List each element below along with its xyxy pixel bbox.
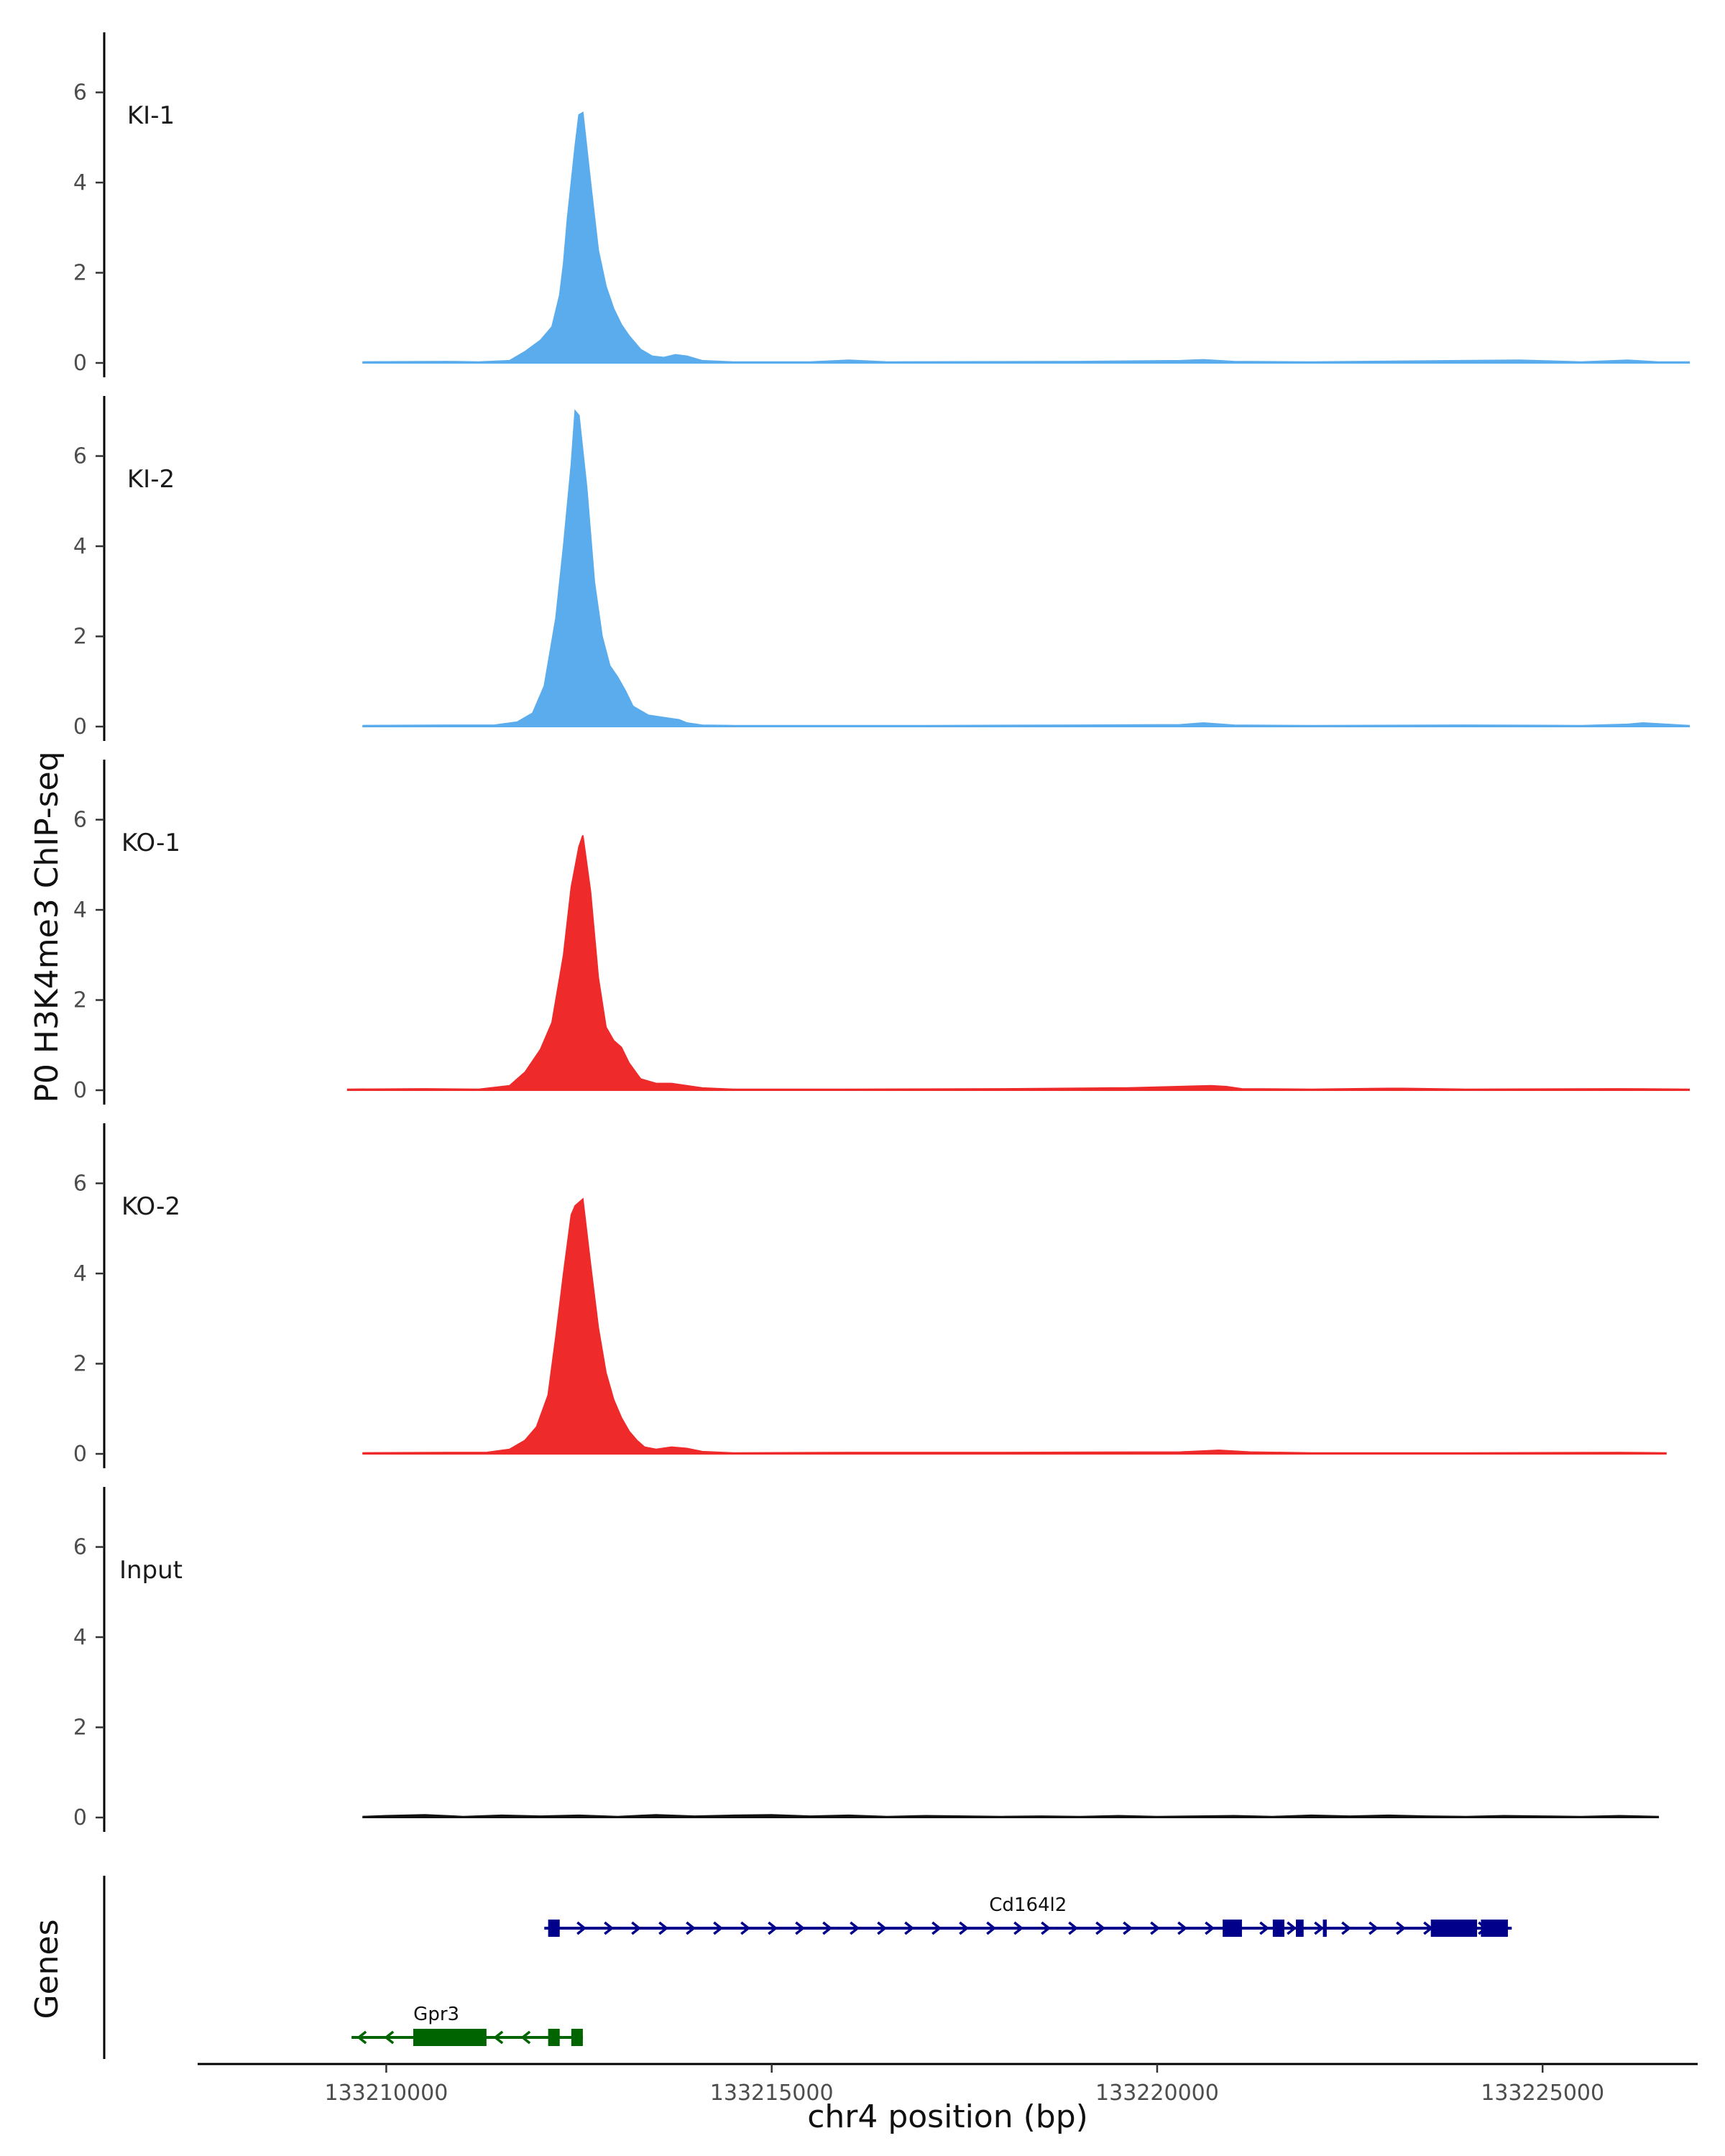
y-tick-label: 6 — [73, 1171, 87, 1197]
strand-chevron — [904, 1921, 915, 1935]
x-axis-title: chr4 position (bp) — [807, 2099, 1088, 2135]
strand-chevron — [1150, 1921, 1161, 1935]
gene-exon — [571, 2029, 583, 2046]
y-tick-label: 6 — [73, 1535, 87, 1560]
y-tick-label: 4 — [73, 1261, 87, 1286]
y-tick-label: 2 — [73, 1352, 87, 1377]
strand-chevron — [1205, 1921, 1215, 1935]
signal-area-ko-1 — [346, 835, 1690, 1091]
gene-exon — [413, 2029, 487, 2046]
track-label: KI-2 — [127, 465, 175, 494]
signal-area-input — [362, 1814, 1660, 1818]
strand-chevron — [686, 1921, 696, 1935]
strand-chevron — [1396, 1921, 1407, 1935]
strand-chevron — [850, 1921, 860, 1935]
y-tick-label: 6 — [73, 808, 87, 833]
strand-chevron — [658, 1921, 669, 1935]
strand-chevron — [493, 2030, 504, 2045]
strand-chevron — [1041, 1921, 1052, 1935]
y-tick-label: 4 — [73, 1625, 87, 1650]
gene-exon — [1322, 1920, 1327, 1937]
strand-chevron — [1068, 1921, 1079, 1935]
y-tick-label: 6 — [73, 80, 87, 106]
genes-track: Cd164l2 Gpr3 — [103, 1876, 1512, 2059]
gene-exon — [548, 2029, 560, 2046]
y-tick-label: 0 — [73, 1442, 87, 1467]
strand-chevron — [768, 1921, 778, 1935]
strand-chevron — [959, 1921, 970, 1935]
y-tick-label: 2 — [73, 1715, 87, 1741]
y-tick-label: 4 — [73, 534, 87, 559]
gene-exon — [1272, 1920, 1284, 1937]
strand-chevron — [795, 1921, 806, 1935]
strand-chevron — [1123, 1921, 1133, 1935]
y-tick-label: 0 — [73, 714, 87, 740]
gene-exon — [1296, 1920, 1304, 1937]
x-tick-label: 133215000 — [710, 2081, 834, 2106]
strand-chevron — [1287, 1921, 1297, 1935]
genes-track-title: Genes — [29, 1919, 65, 2019]
strand-chevron — [1314, 1921, 1325, 1935]
track-label: KO-2 — [121, 1192, 180, 1221]
track-label: KI-1 — [127, 101, 175, 130]
track-ko-2: 0 2 4 6 KO-2 — [73, 1123, 1667, 1468]
strand-chevron — [1259, 1921, 1270, 1935]
signal-area-ki-2 — [362, 409, 1690, 727]
y-tick-label: 0 — [73, 1805, 87, 1830]
gene-gpr3: Gpr3 — [351, 2004, 583, 2046]
gene-exon — [1223, 1920, 1242, 1937]
y-tick-label: 4 — [73, 898, 87, 923]
strand-chevron — [631, 1921, 642, 1935]
track-input: 0 2 4 6 Input — [73, 1487, 1660, 1832]
strand-chevron — [822, 1921, 833, 1935]
strand-chevron — [1095, 1921, 1106, 1935]
gene-name-label: Gpr3 — [413, 2004, 459, 2025]
strand-chevron — [932, 1921, 942, 1935]
track-ko-1: 0 2 4 6 KO-1 — [73, 760, 1690, 1105]
gene-exon — [1481, 1920, 1508, 1937]
signal-area-ki-1 — [362, 111, 1690, 364]
strand-chevron — [1013, 1921, 1024, 1935]
strand-chevron — [576, 1921, 587, 1935]
track-label: KO-1 — [121, 829, 180, 857]
y-tick-label: 2 — [73, 261, 87, 286]
y-tick-label: 0 — [73, 351, 87, 376]
strand-chevron — [1177, 1921, 1188, 1935]
strand-chevron — [384, 2030, 395, 2045]
track-ki-1: 0 2 4 6 KI-1 — [73, 32, 1690, 377]
x-tick-label: 133225000 — [1481, 2081, 1604, 2106]
x-tick-label: 133220000 — [1095, 2081, 1219, 2106]
strand-chevron — [604, 1921, 615, 1935]
gene-name-label: Cd164l2 — [989, 1894, 1067, 1916]
y-tick-label: 0 — [73, 1078, 87, 1103]
gene-exon — [1430, 1920, 1478, 1937]
strand-chevron — [520, 2030, 531, 2045]
y-tick-label: 6 — [73, 444, 87, 469]
signal-area-ko-2 — [362, 1197, 1667, 1455]
y-tick-label: 4 — [73, 170, 87, 195]
strand-chevron — [1368, 1921, 1379, 1935]
track-ki-2: 0 2 4 6 KI-2 — [73, 396, 1690, 741]
y-axis-title: P0 H3K4me3 ChIP-seq — [29, 751, 65, 1102]
signal-tracks: 0 2 4 6 KI-1 0 2 4 6 KI-2 0 2 4 6 KO-1 0 2 4 6 KO-2 0 2 4 6 Inpu… — [73, 32, 1690, 1832]
strand-chevron — [877, 1921, 888, 1935]
strand-chevron — [1341, 1921, 1352, 1935]
track-label: Input — [119, 1556, 183, 1585]
strand-chevron — [356, 2030, 367, 2045]
y-tick-label: 2 — [73, 988, 87, 1013]
strand-chevron — [986, 1921, 997, 1935]
x-axis: 133210000 133215000 133220000 133225000 — [198, 2063, 1698, 2106]
gene-exon — [548, 1920, 560, 1937]
strand-chevron — [740, 1921, 751, 1935]
x-tick-label: 133210000 — [325, 2081, 448, 2106]
gene-cd164l2: Cd164l2 — [544, 1894, 1512, 1937]
y-tick-label: 2 — [73, 625, 87, 650]
strand-chevron — [713, 1921, 724, 1935]
